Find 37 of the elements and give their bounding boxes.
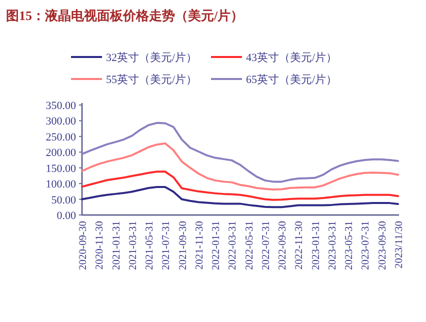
- y-tick-label: 0.00: [56, 210, 76, 222]
- x-tick-label: 2022-03-31: [228, 221, 239, 270]
- x-tick-label: 2023-07-31: [360, 221, 372, 270]
- line-series: [81, 122, 399, 183]
- x-tick-label: 2021-05-31: [144, 221, 156, 270]
- y-tick-label: 150.00: [46, 162, 76, 175]
- x-tick-label: 2023-05-31: [344, 221, 356, 270]
- x-tick-label: 2022-01-31: [211, 221, 222, 270]
- line-series: [81, 170, 399, 201]
- legend-label: 55英寸（美元/片）: [106, 73, 198, 86]
- line-series: [81, 142, 399, 191]
- legend-label: 65英寸（美元/片）: [246, 73, 338, 86]
- chart-title: 图15：液晶电视面板价格走势（美元/片）: [6, 8, 244, 23]
- x-tick-label: 2022-07-31: [260, 221, 272, 270]
- line-series: [81, 186, 399, 208]
- y-tick-label: 350.00: [46, 100, 76, 112]
- x-tick-label: 2023/11/30: [394, 221, 405, 268]
- x-tick-label: 2023-09-30: [377, 221, 388, 270]
- x-tick-label: 2022-05-31: [244, 221, 256, 270]
- x-tick-label: 2021-01-31: [111, 221, 122, 270]
- y-tick-label: 50.00: [51, 194, 76, 206]
- y-tick-label: 100.00: [46, 178, 76, 191]
- x-tick-label: 2023-01-31: [310, 221, 322, 270]
- y-tick-label: 200.00: [46, 147, 76, 160]
- x-tick-label: 2021-11-30: [194, 221, 206, 270]
- y-tick-label: 300.00: [46, 116, 76, 128]
- x-tick-label: 2021-03-31: [128, 221, 139, 270]
- x-tick-label: 2020-11-30: [94, 221, 106, 270]
- x-tick-label: 2022-11-30: [294, 221, 306, 270]
- y-tick-label: 250.00: [46, 131, 76, 144]
- legend-label: 43英寸（美元/片）: [246, 51, 338, 64]
- x-tick-label: 2021-07-31: [161, 221, 172, 270]
- x-tick-label: 2023-03-31: [327, 221, 338, 270]
- x-tick-label: 2021-09-30: [178, 221, 189, 270]
- x-tick-label: 2022-09-30: [278, 221, 289, 270]
- legend-label: 32英寸（美元/片）: [106, 51, 198, 64]
- x-tick-label: 2020-09-30: [78, 221, 89, 270]
